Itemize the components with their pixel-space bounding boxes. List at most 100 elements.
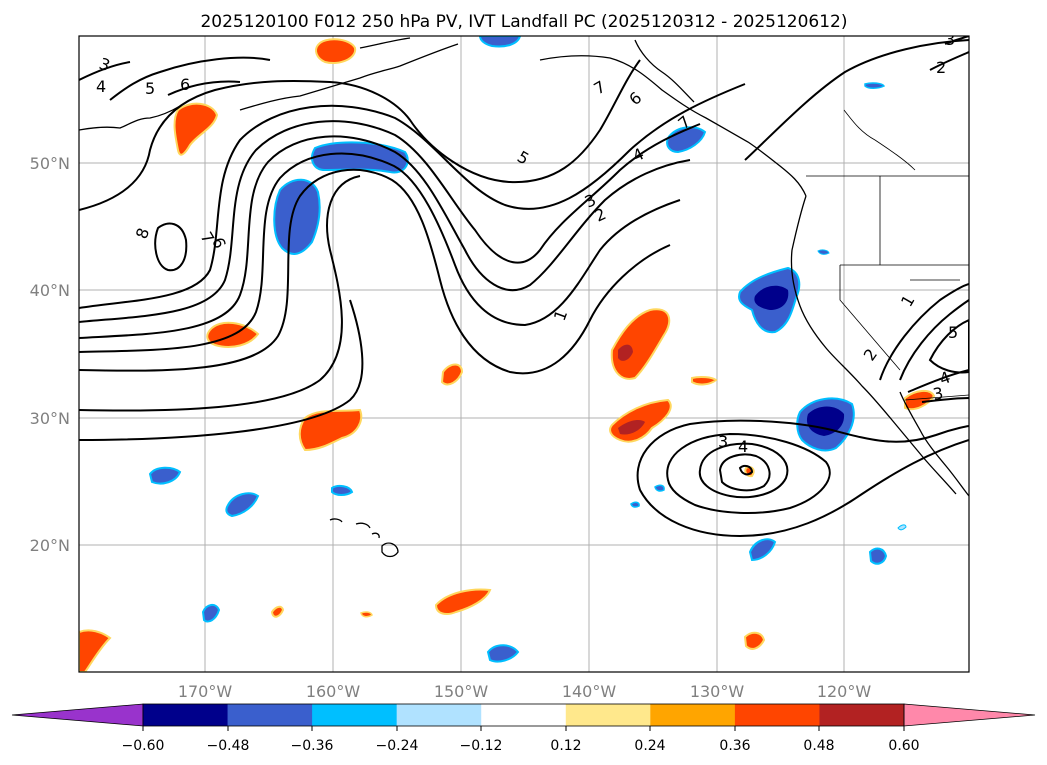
pv-blob	[748, 538, 777, 562]
colorbar-over-extend	[903, 703, 1036, 727]
border-canada-alaska	[843, 109, 916, 171]
pv-blob	[315, 38, 357, 64]
coastline-hawaii-3	[371, 532, 380, 539]
pv-blob	[868, 547, 888, 565]
colorbar-segment	[396, 704, 482, 726]
lon-label-160w: 160°W	[306, 682, 361, 701]
border-state	[839, 265, 901, 371]
pv-contour-2	[79, 152, 681, 353]
pv-blob	[630, 501, 640, 508]
pv-contour-1	[79, 168, 671, 375]
pv-contour-ne-1	[744, 39, 969, 161]
colorbar-label: 0.12	[550, 738, 581, 754]
coastline-alaska-peninsula	[359, 37, 411, 49]
coastlines	[79, 37, 969, 558]
colorbar-label: −0.36	[291, 738, 334, 754]
latitude-labels: 50°N 40°N 30°N 20°N	[30, 154, 70, 555]
pv-blob	[440, 363, 464, 386]
contour-label-5c: 5	[948, 323, 958, 342]
lat-label-40n: 40°N	[30, 281, 70, 300]
colorbar-label: −0.12	[460, 738, 503, 754]
colorbar-segment	[819, 704, 905, 726]
longitude-labels: 170°W 160°W 150°W 140°W 130°W 120°W	[178, 682, 872, 701]
lat-label-20n: 20°N	[30, 536, 70, 555]
pv-core	[618, 420, 645, 435]
colorbar-label: −0.24	[376, 738, 419, 754]
pv-blob	[270, 605, 285, 618]
colorbar-segment	[143, 704, 229, 726]
contour-label-2b: 2	[936, 58, 946, 77]
contour-label-4d: 4	[738, 437, 748, 456]
lon-label-130w: 130°W	[690, 682, 745, 701]
colorbar-segment	[481, 704, 567, 726]
political-borders	[806, 109, 969, 401]
pv-blob	[311, 141, 409, 174]
coastline-baja	[899, 391, 969, 497]
pv-blob	[360, 611, 373, 618]
lat-label-30n: 30°N	[30, 409, 70, 428]
colorbar-frame	[142, 703, 905, 727]
colorbar-labels: −0.60 −0.48 −0.36 −0.24 −0.12 0.12 0.24 …	[122, 726, 920, 754]
colorbar-segment	[227, 704, 313, 726]
lon-label-150w: 150°W	[434, 682, 489, 701]
lon-label-170w: 170°W	[178, 682, 233, 701]
pv-contour-4b	[79, 120, 701, 323]
pv-blob	[486, 644, 520, 663]
colorbar-segment	[312, 704, 398, 726]
pv-blob	[273, 178, 321, 255]
pv-blob	[79, 629, 112, 672]
pv-contour-1c	[79, 299, 364, 441]
pv-blob	[654, 484, 665, 492]
pv-contour-coast-2	[899, 299, 969, 381]
colorbar-under-extend	[11, 703, 144, 727]
pv-core	[754, 285, 789, 310]
pv-contour-sub-1	[636, 419, 969, 538]
pv-blob	[897, 524, 907, 531]
map-frame	[78, 35, 970, 673]
pv-blob	[610, 308, 671, 380]
pv-blob	[743, 631, 766, 650]
colorbar-segment	[565, 704, 651, 726]
border-us-mexico	[904, 394, 969, 401]
colorbar-segment	[650, 704, 736, 726]
pv-blob	[478, 36, 522, 48]
coastline-hawaii-2	[355, 522, 371, 529]
colorbar-label: 0.36	[719, 738, 750, 754]
contour-label-6: 6	[180, 75, 190, 94]
pv-blob	[434, 588, 492, 615]
pv-blob	[864, 82, 886, 89]
pv-contour-coast-1	[879, 283, 969, 381]
pv-contour-ne-2	[929, 51, 969, 71]
pv-contour-5b	[79, 83, 746, 309]
contour-label-5: 5	[145, 79, 155, 98]
pv-blob	[148, 466, 182, 485]
pv-contour-sub-2	[666, 432, 831, 514]
pv-contours	[79, 36, 969, 538]
coastline-alaska-south	[239, 43, 459, 111]
pv-contour-coast-5	[928, 318, 969, 374]
colorbar-label: 0.24	[634, 738, 665, 754]
pv-contour-1b	[79, 175, 361, 412]
contour-label-3c: 3	[945, 30, 955, 49]
contour-label-3e: 3	[718, 432, 728, 451]
pv-contour-4	[79, 59, 641, 211]
pv-contour-3b	[79, 135, 691, 339]
map-title: 2025120100 F012 250 hPa PV, IVT Landfall…	[200, 12, 847, 32]
colorbar-label: −0.48	[207, 738, 250, 754]
coastline-hawaii-big-island	[381, 542, 399, 558]
pv-positive-shading	[79, 38, 936, 672]
lat-label-50n: 50°N	[30, 154, 70, 173]
pv-contour-sub-center	[738, 464, 754, 476]
coastline-bc-alaska	[539, 55, 807, 197]
pv-blob	[201, 604, 221, 623]
lon-label-120w: 120°W	[817, 682, 872, 701]
pv-blob	[691, 375, 718, 386]
colorbar-label: 0.48	[803, 738, 834, 754]
pv-contour-coast-3	[921, 397, 969, 403]
coastline-hawaii-1	[329, 518, 343, 523]
pv-contour-sub-3	[698, 442, 789, 499]
colorbar-label: −0.60	[122, 738, 165, 754]
pv-core	[618, 344, 633, 361]
pv-contour-sub-4	[718, 453, 771, 492]
pv-blob	[225, 492, 260, 518]
